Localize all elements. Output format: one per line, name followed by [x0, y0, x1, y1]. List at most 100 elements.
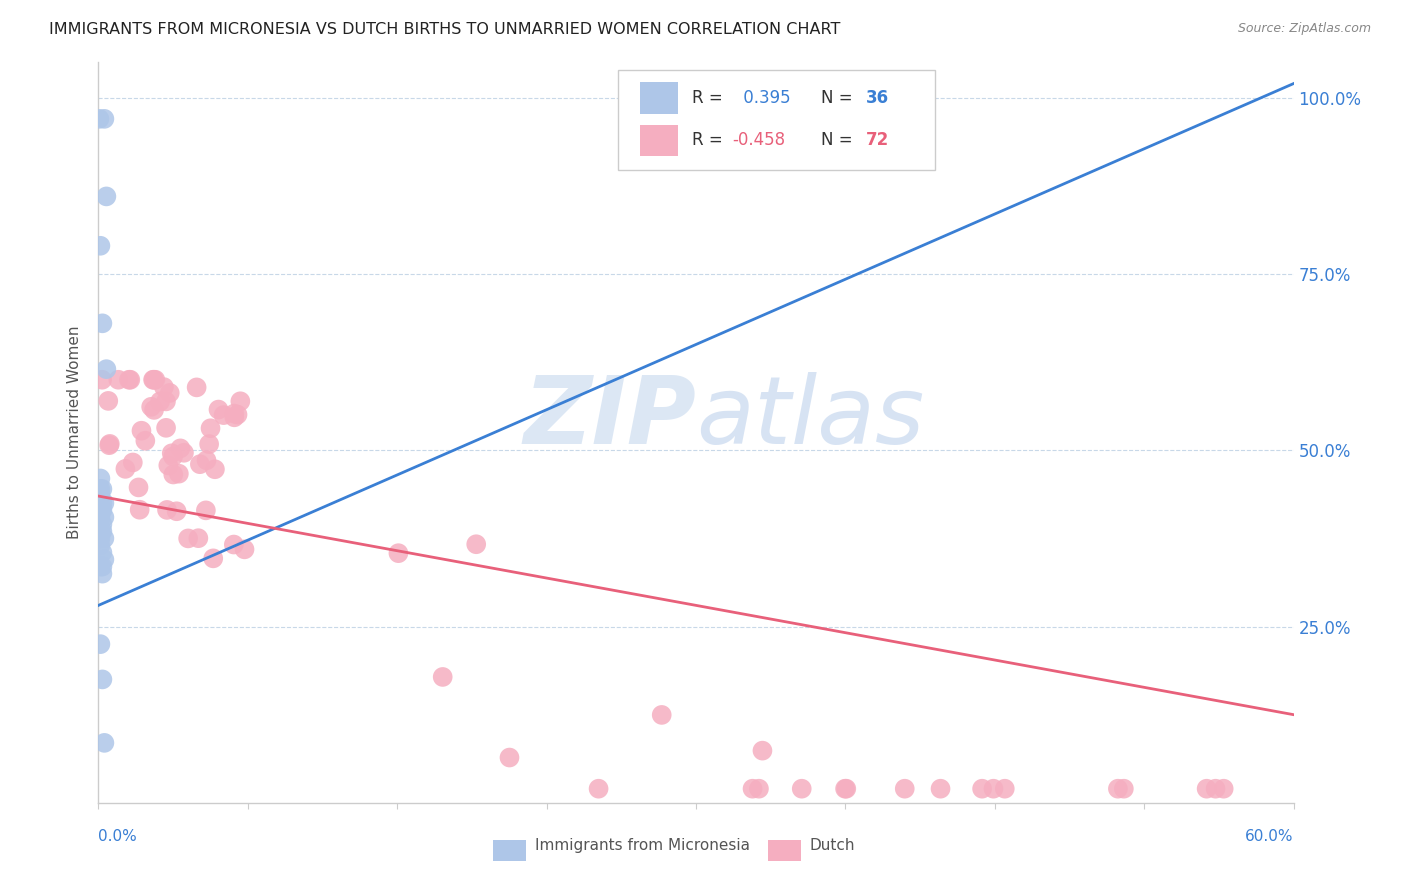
Text: Immigrants from Micronesia: Immigrants from Micronesia [534, 838, 749, 854]
Point [212, 408, 235, 422]
Point [1212, 781, 1234, 796]
Point [128, 502, 150, 516]
Point [155, 421, 177, 435]
Point [89, 489, 111, 503]
Point [96, 362, 118, 376]
Text: ZIP: ZIP [523, 372, 696, 464]
Point [89, 637, 111, 651]
Point [229, 394, 252, 409]
Text: atlas: atlas [696, 372, 924, 463]
Text: N =: N = [821, 131, 858, 149]
Point [89, 471, 111, 485]
Point [207, 402, 229, 417]
Point [121, 455, 143, 469]
Point [91, 482, 114, 496]
Point [387, 546, 409, 560]
Point [159, 385, 181, 400]
Point [143, 403, 166, 417]
Point [224, 410, 246, 425]
Text: 60.0%: 60.0% [1246, 829, 1294, 844]
Point [142, 373, 165, 387]
Point [195, 453, 218, 467]
Point [498, 750, 520, 764]
FancyBboxPatch shape [494, 840, 526, 861]
Point [167, 467, 190, 481]
Point [93, 736, 115, 750]
Y-axis label: Births to Unmarried Women: Births to Unmarried Women [67, 326, 83, 540]
Point [222, 537, 245, 551]
Text: R =: R = [692, 131, 728, 149]
Point [87, 517, 110, 532]
Text: 0.0%: 0.0% [98, 829, 138, 844]
Point [834, 781, 856, 796]
Point [141, 400, 163, 414]
Point [972, 781, 994, 796]
Text: 72: 72 [866, 131, 889, 149]
Point [89, 538, 111, 552]
Point [91, 673, 114, 687]
Text: N =: N = [821, 89, 858, 107]
Point [588, 781, 610, 796]
Point [169, 442, 191, 456]
FancyBboxPatch shape [640, 82, 678, 113]
Point [89, 524, 111, 539]
Point [93, 112, 115, 126]
Point [91, 559, 114, 574]
Point [89, 559, 111, 574]
Text: Dutch: Dutch [810, 838, 855, 854]
Point [87, 510, 110, 524]
Point [89, 510, 111, 524]
Point [166, 504, 188, 518]
Point [142, 373, 165, 387]
Point [87, 532, 110, 546]
Point [87, 489, 110, 503]
Point [87, 482, 110, 496]
Point [160, 446, 183, 460]
Point [188, 457, 211, 471]
Point [432, 670, 454, 684]
Point [93, 496, 115, 510]
Text: Source: ZipAtlas.com: Source: ZipAtlas.com [1237, 22, 1371, 36]
Point [465, 537, 488, 551]
Point [143, 373, 166, 387]
Point [118, 373, 141, 387]
Point [89, 482, 111, 496]
Point [1112, 781, 1135, 796]
Point [204, 462, 226, 476]
Point [89, 239, 111, 253]
Point [224, 407, 246, 421]
Point [202, 551, 225, 566]
Point [200, 421, 222, 435]
Point [929, 781, 952, 796]
Point [156, 503, 179, 517]
Point [120, 373, 142, 387]
Point [994, 781, 1017, 796]
Point [173, 446, 195, 460]
Point [96, 189, 118, 203]
Point [194, 503, 217, 517]
Point [149, 394, 172, 409]
Point [98, 438, 121, 452]
Point [1107, 781, 1129, 796]
Point [114, 462, 136, 476]
Point [153, 380, 176, 394]
Point [89, 503, 111, 517]
Point [89, 112, 111, 126]
Point [748, 781, 770, 796]
Point [91, 316, 114, 330]
Point [91, 545, 114, 559]
Point [198, 437, 221, 451]
Point [89, 489, 111, 503]
Point [157, 458, 180, 473]
Point [177, 532, 200, 546]
Text: 0.395: 0.395 [738, 89, 790, 107]
Point [91, 566, 114, 581]
Point [835, 781, 858, 796]
Point [89, 532, 111, 546]
Point [233, 542, 256, 557]
FancyBboxPatch shape [619, 70, 935, 169]
Point [1205, 781, 1227, 796]
Text: R =: R = [692, 89, 728, 107]
Point [97, 393, 120, 408]
Point [1195, 781, 1218, 796]
